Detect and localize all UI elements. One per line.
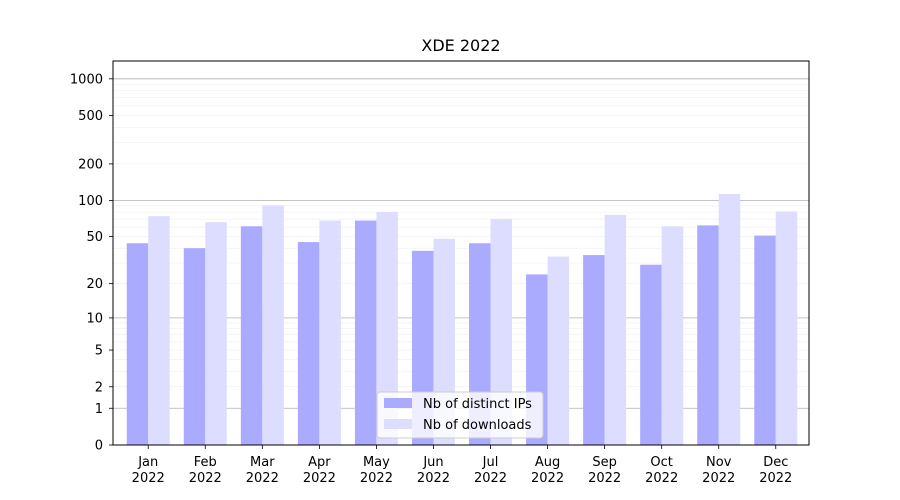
x-tick-label-line: Mar <box>250 455 275 470</box>
x-tick-label-line: Jul <box>482 455 499 470</box>
x-tick-label: Dec 2022 <box>759 455 792 486</box>
bar-downloads-11 <box>718 193 741 445</box>
bar-distinct-ips-9 <box>583 255 605 445</box>
bar-downloads-5 <box>376 212 398 445</box>
x-tick-label-line: Aug <box>535 455 560 470</box>
y-tick-label: 10 <box>86 311 103 326</box>
y-tick-label: 500 <box>78 109 103 124</box>
legend-label-downloads: Nb of downloads <box>423 418 532 433</box>
x-tick-label: Apr 2022 <box>303 455 336 486</box>
bar-downloads-4 <box>319 220 341 445</box>
bar-downloads-7 <box>490 219 513 445</box>
legend-frame <box>376 391 544 439</box>
y-tick-label: 0 <box>95 439 103 454</box>
x-tick-label-line: 2022 <box>360 471 393 486</box>
bar-distinct-ips-4 <box>297 242 320 445</box>
legend: Nb of distinct IPs Nb of downloads <box>376 391 544 439</box>
legend-swatch-distinct-ips <box>384 398 412 408</box>
bar-distinct-ips-11 <box>697 225 719 445</box>
x-tick-label: Sep 2022 <box>588 455 621 486</box>
x-tick-label: Jul 2022 <box>474 455 507 486</box>
bar-distinct-ips-12 <box>754 235 776 445</box>
x-tick-label: Feb 2022 <box>189 455 222 486</box>
bar-downloads-9 <box>604 214 627 445</box>
bar-downloads-8 <box>547 256 570 445</box>
bar-downloads-2 <box>205 222 227 445</box>
y-tick-label: 1000 <box>70 72 103 87</box>
y-tick-label: 2 <box>95 380 103 395</box>
x-tick-label: Oct 2022 <box>645 455 678 486</box>
bar-downloads-10 <box>661 226 684 445</box>
x-tick-label: Mar 2022 <box>246 455 279 486</box>
x-tick-label-line: May <box>363 455 390 470</box>
x-tick-label: Jan 2022 <box>132 455 165 486</box>
x-tick-label-line: 2022 <box>702 471 735 486</box>
x-tick-label-line: 2022 <box>759 471 792 486</box>
bar-downloads-1 <box>148 216 170 445</box>
x-tick-label: Aug 2022 <box>531 455 564 486</box>
x-tick-label-line: 2022 <box>588 471 621 486</box>
plot-frame <box>112 60 810 446</box>
bar-distinct-ips-5 <box>354 220 377 445</box>
x-tick-label: Nov 2022 <box>702 455 735 486</box>
x-tick-label: May 2022 <box>360 455 393 486</box>
x-tick-label-line: Oct <box>650 455 672 470</box>
y-tick-label: 1 <box>95 402 103 417</box>
x-tick-label-line: 2022 <box>417 471 450 486</box>
bar-downloads-12 <box>775 211 798 445</box>
legend-swatch-downloads <box>384 419 412 429</box>
x-tick-label-line: 2022 <box>645 471 678 486</box>
legend-label-distinct-ips: Nb of distinct IPs <box>423 397 532 412</box>
chart-title: XDE 2022 <box>421 36 500 55</box>
bar-downloads-3 <box>262 205 284 445</box>
x-tick-label-line: Sep <box>592 455 617 470</box>
bars <box>126 193 798 445</box>
x-tick-label: Jun 2022 <box>417 455 450 486</box>
x-tick-label-line: 2022 <box>303 471 336 486</box>
x-tick-label-line: 2022 <box>132 471 165 486</box>
x-tick-label-line: 2022 <box>474 471 507 486</box>
x-tick-label-line: Jan <box>137 455 158 470</box>
bar-distinct-ips-3 <box>240 226 263 445</box>
y-tick-label: 5 <box>95 344 103 359</box>
y-tick-label: 20 <box>86 277 103 292</box>
x-tick-label-line: 2022 <box>189 471 222 486</box>
y-tick-label: 100 <box>78 194 103 209</box>
bar-distinct-ips-10 <box>640 264 662 445</box>
x-tick-label-line: Dec <box>763 455 788 470</box>
y-tick-label: 200 <box>78 157 103 172</box>
x-tick-label-line: 2022 <box>531 471 564 486</box>
x-tick-label-line: Nov <box>706 455 732 470</box>
y-tick-label: 50 <box>86 230 103 245</box>
bar-distinct-ips-2 <box>183 248 206 445</box>
x-tick-label-line: 2022 <box>246 471 279 486</box>
bar-distinct-ips-1 <box>126 243 149 445</box>
x-tick-label-line: Feb <box>194 455 217 470</box>
x-tick-label-line: Apr <box>308 455 331 470</box>
x-tick-label-line: Jun <box>422 455 443 470</box>
